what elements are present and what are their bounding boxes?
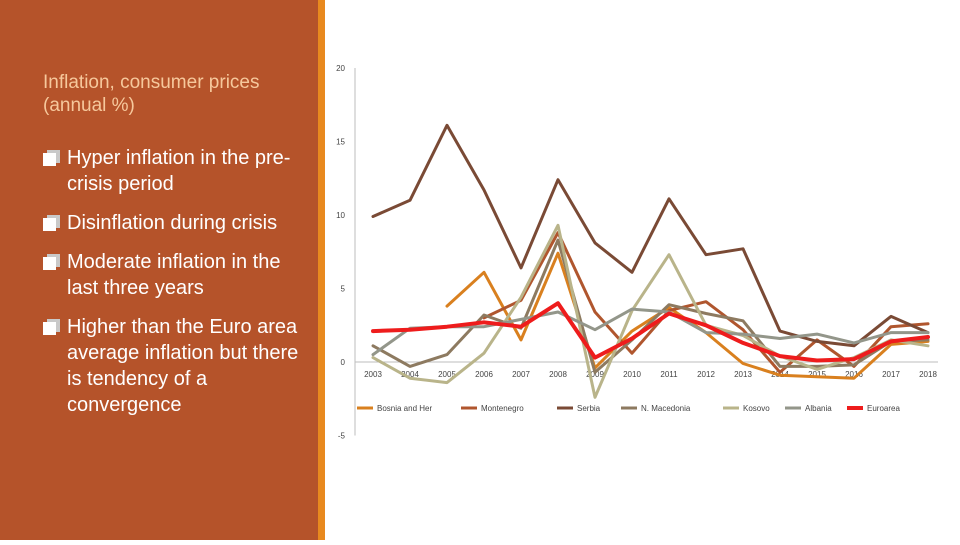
x-tick-label: 2010 [623,370,641,379]
x-tick-label: 2009 [586,370,604,379]
checkbox-square-icon [43,254,60,270]
x-tick-label: 2018 [919,370,937,379]
x-tick-label: 2015 [808,370,826,379]
legend-label: N. Macedonia [641,404,691,413]
bullet-list: Hyper inflation in the pre-crisis period… [43,145,308,431]
x-tick-label: 2011 [660,370,678,379]
bullet-text: Higher than the Euro area average inflat… [67,316,299,416]
x-tick-label: 2013 [734,370,752,379]
series-line-3 [371,238,930,374]
x-tick-label: 2016 [845,370,863,379]
x-tick-label: 2003 [364,370,382,379]
checkbox-square-icon [43,319,60,335]
left-panel: Inflation, consumer prices (annual %) Hy… [0,0,318,540]
bullet-item: Moderate inflation in the last three yea… [43,249,308,301]
checkbox-square-icon [43,215,60,231]
x-tick-label: 2004 [401,370,419,379]
legend-label: Albania [805,404,832,413]
legend-label: Serbia [577,404,601,413]
series-line-2 [371,123,930,348]
accent-divider [318,0,325,540]
series-line-4 [371,223,930,399]
legend-label: Kosovo [743,404,770,413]
x-tick-label: 2017 [882,370,900,379]
slide-subtitle: Inflation, consumer prices (annual %) [43,72,260,116]
bullet-item: Hyper inflation in the pre-crisis period [43,145,308,197]
bullet-text: Hyper inflation in the pre-crisis period [67,147,291,195]
x-tick-label: 2007 [512,370,530,379]
legend-label: Euroarea [867,404,900,413]
y-tick-label: 15 [336,138,345,147]
bullet-text: Disinflation during crisis [67,212,278,234]
x-tick-label: 2012 [697,370,715,379]
legend-label: Bosnia and Her [377,404,432,413]
y-tick-label: 10 [336,211,345,220]
legend-label: Montenegro [481,404,524,413]
bullet-item: Higher than the Euro area average inflat… [43,314,308,418]
y-tick-label: 20 [336,64,345,73]
chart-area: 20 15 10 5 0 -5 2003 2004 2005 2006 2007 2008 2009 20… [325,0,960,540]
x-tick-label: 2006 [475,370,493,379]
x-tick-label: 2008 [549,370,567,379]
checkbox-square-icon [43,150,60,166]
y-tick-label: 0 [341,358,346,367]
series-line-5 [371,307,930,357]
y-tick-label: -5 [338,432,346,441]
x-tick-label: 2005 [438,370,456,379]
bullet-text: Moderate inflation in the last three yea… [67,251,281,299]
series-line-6 [371,301,930,363]
bullet-item: Disinflation during crisis [43,210,308,236]
y-tick-label: 5 [341,285,346,294]
